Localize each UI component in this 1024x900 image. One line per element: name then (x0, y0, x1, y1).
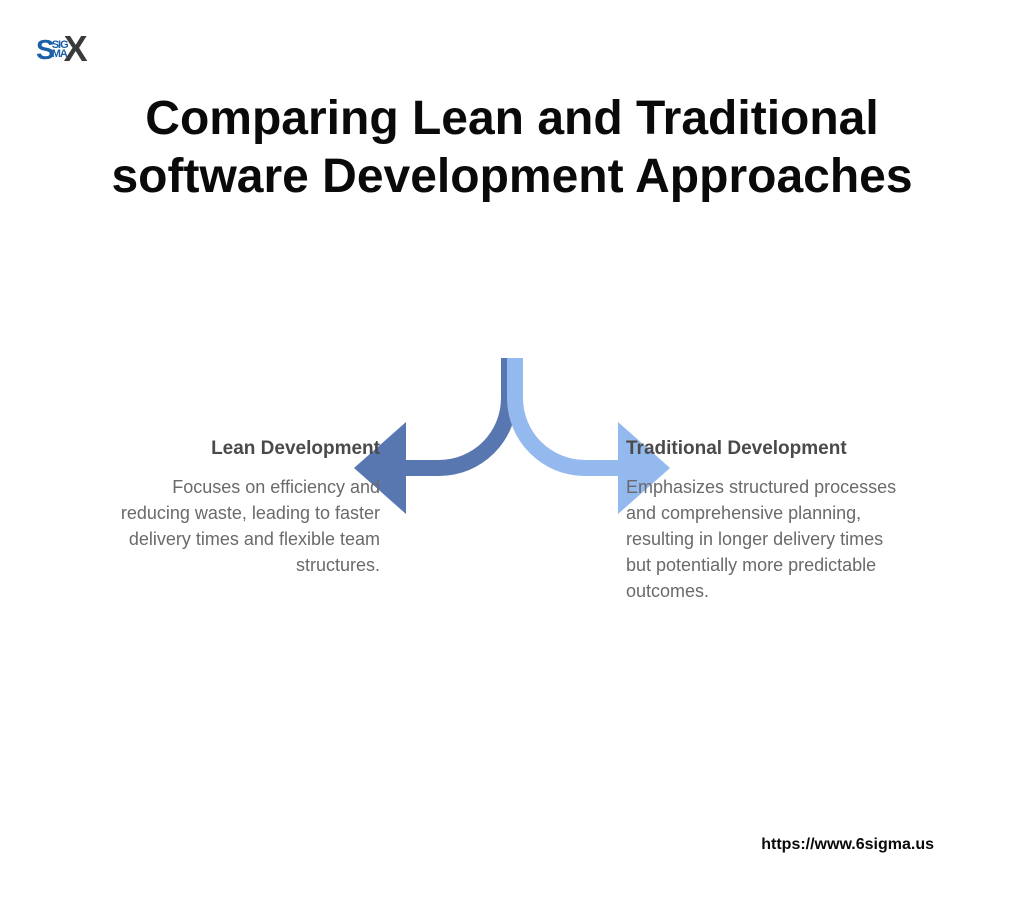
footer-url: https://www.6sigma.us (761, 836, 934, 854)
split-arrows-icon (352, 350, 672, 530)
logo-sigma: SIGMA (52, 41, 68, 59)
lean-title: Lean Development (100, 438, 380, 460)
lean-body: Focuses on efficiency and reducing waste… (100, 474, 380, 578)
traditional-block: Traditional Development Emphasizes struc… (626, 438, 906, 604)
traditional-title: Traditional Development (626, 438, 906, 460)
traditional-body: Emphasizes structured processes and comp… (626, 474, 906, 604)
page-title: Comparing Lean and Traditional software … (0, 90, 1024, 205)
lean-block: Lean Development Focuses on efficiency a… (100, 438, 380, 578)
six-sigma-logo: SSIGMAX (36, 28, 87, 70)
